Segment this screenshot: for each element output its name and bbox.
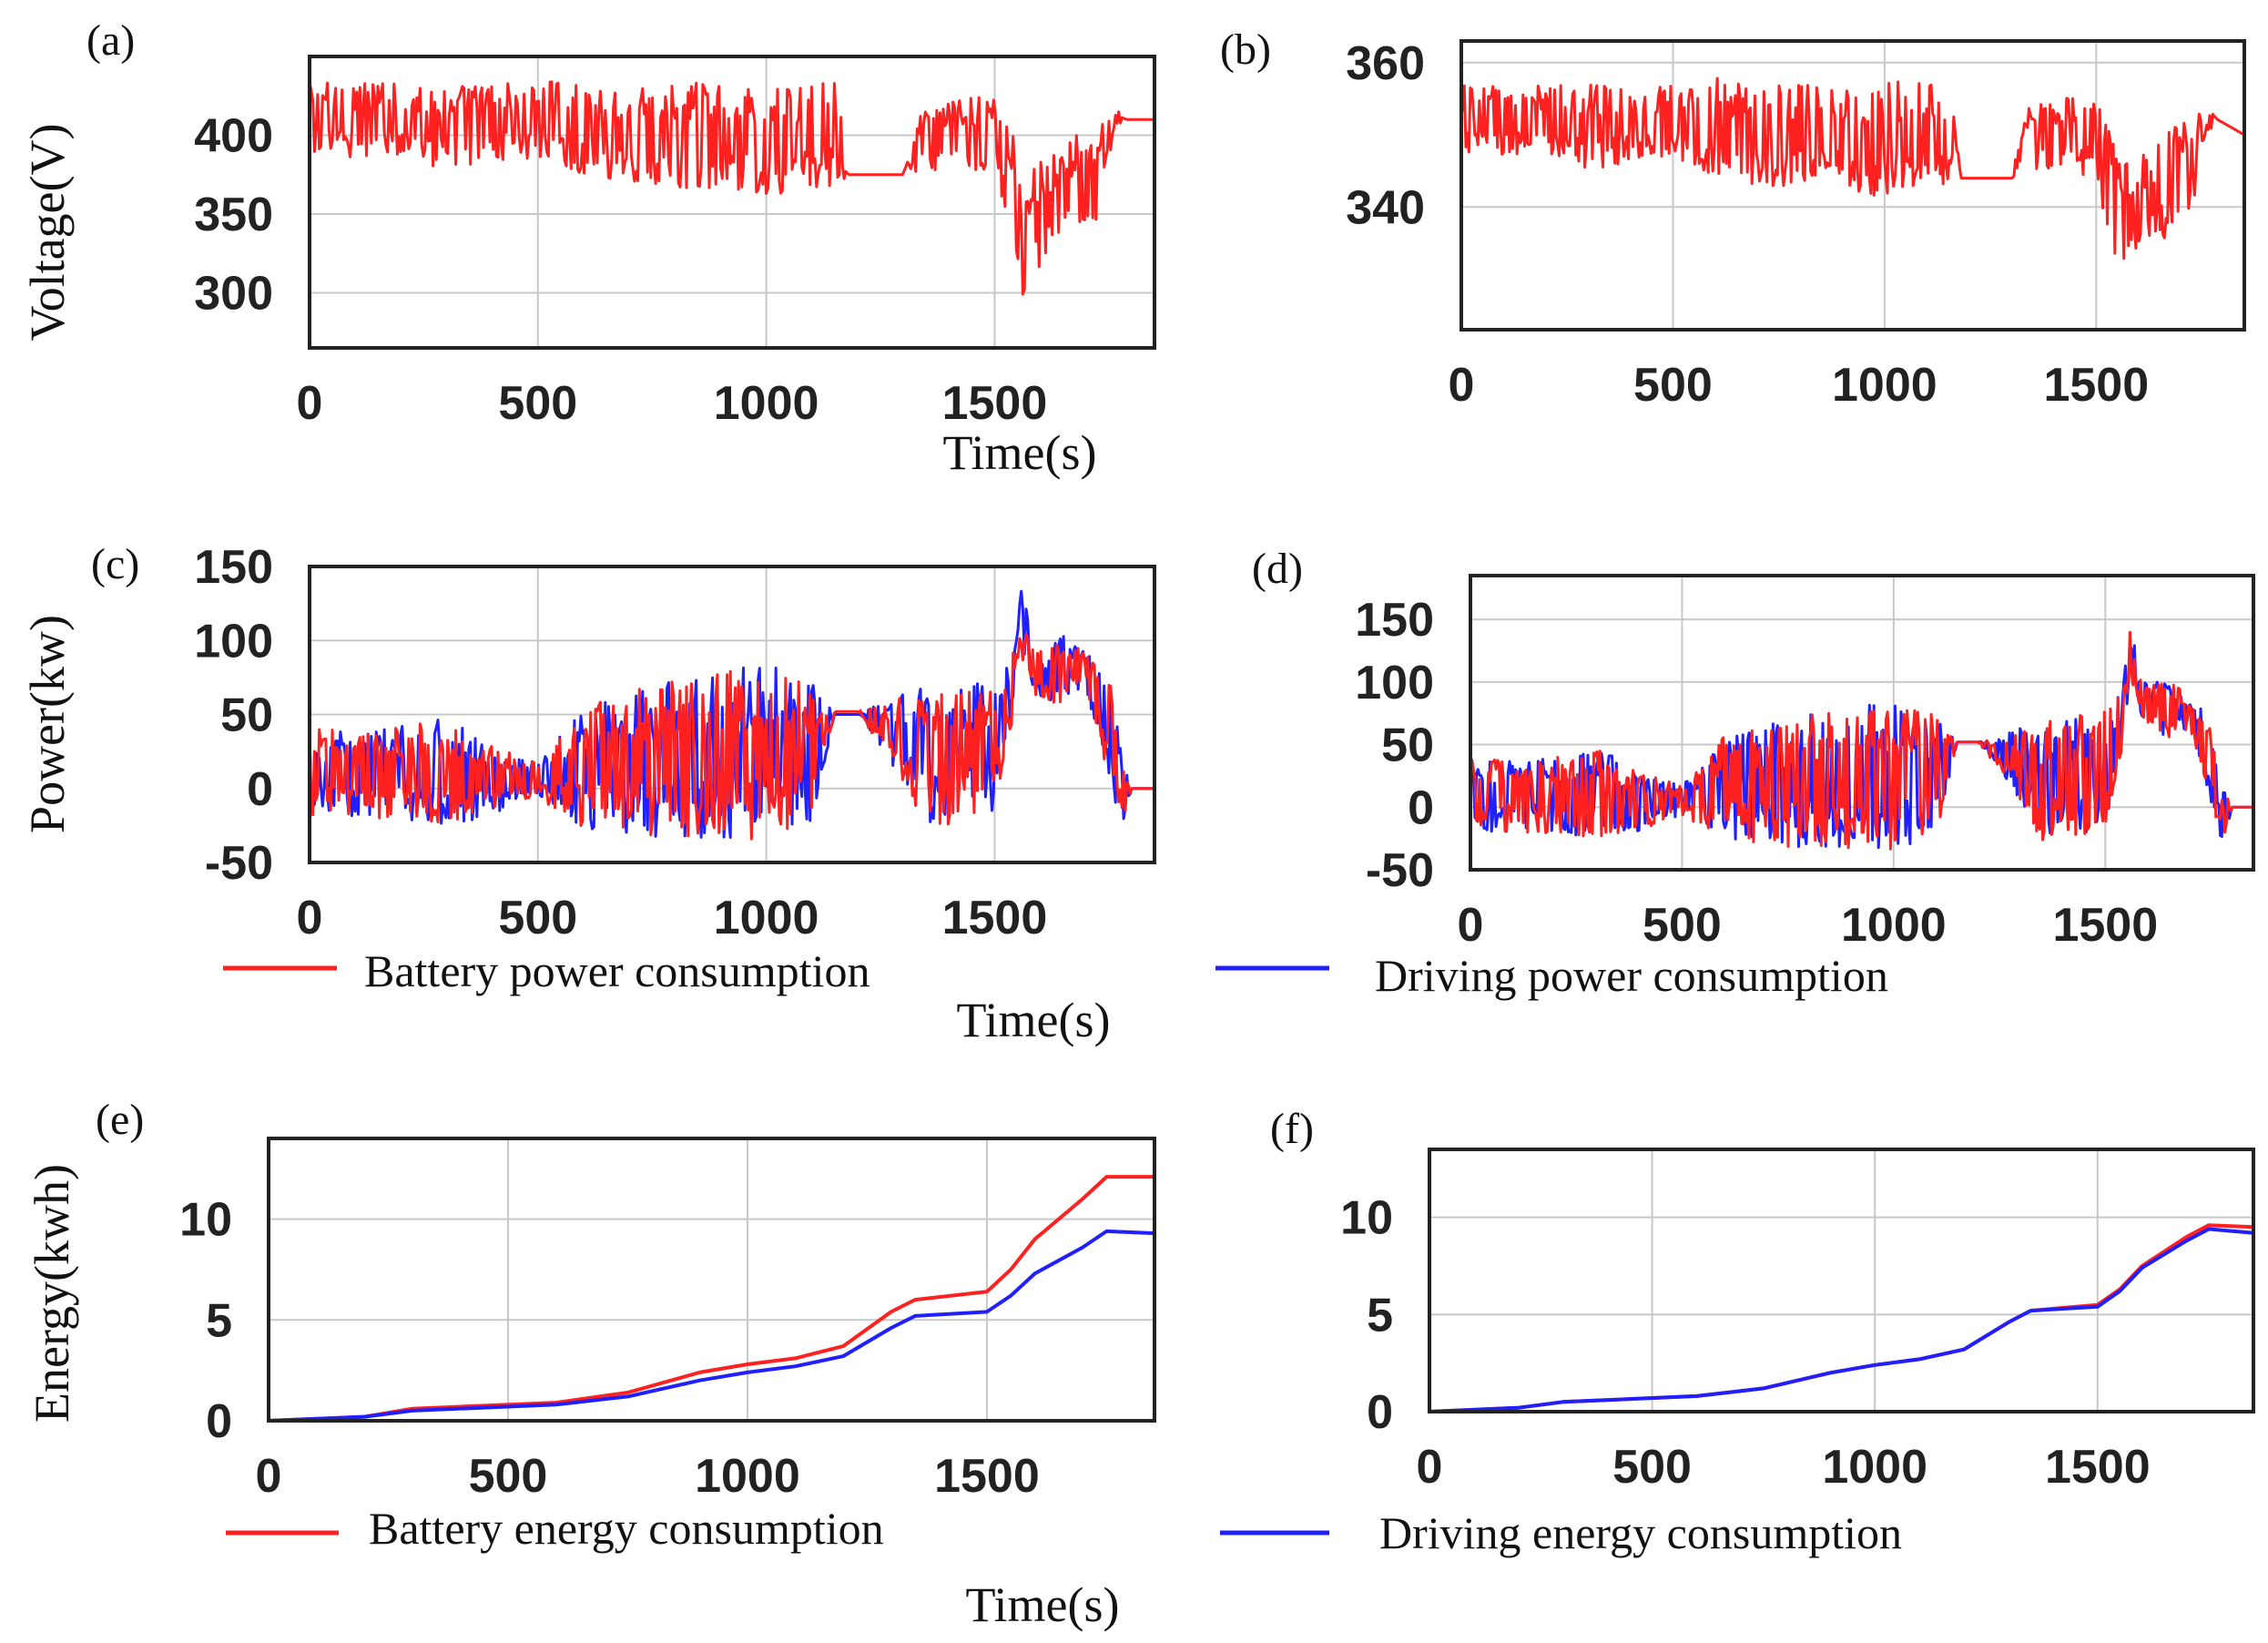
- x-tick-label: 500: [498, 377, 577, 430]
- y-tick-label: 0: [1367, 1386, 1393, 1439]
- x-tick-label: 1500: [942, 377, 1048, 430]
- panel-label-e: (e): [96, 1096, 144, 1144]
- legend-label-driving-energy: Driving energy consumption: [1379, 1507, 1902, 1558]
- x-tick-label: 1000: [1841, 899, 1947, 952]
- panel-label-b: (b): [1220, 26, 1271, 74]
- series-line-battery-energy-consumption: [268, 1175, 1154, 1423]
- y-tick-label: -50: [1366, 844, 1434, 897]
- panel-d: 0 500 1000 1500 -50 0 50 100 150: [1355, 574, 2255, 952]
- y-tick-label: 100: [1355, 657, 1434, 709]
- y-tick-label: 150: [194, 541, 273, 594]
- plot-frame: [267, 1137, 1156, 1423]
- y-tick-label: 300: [194, 267, 273, 320]
- plot-frame: [1459, 39, 2246, 332]
- x-tick-label: 1500: [942, 892, 1048, 944]
- xlabel-e: Time(s): [965, 1577, 1119, 1632]
- series-line-battery-power-consumption: [1469, 630, 2253, 851]
- x-tick-label: 1500: [2043, 359, 2149, 412]
- panel-a: 0 500 1000 1500 300 350 400: [194, 55, 1156, 430]
- ylabel-e: Energy(kwh): [25, 1164, 79, 1423]
- series-line-battery-energy-consumption: [1429, 1223, 2254, 1413]
- legend-label-driving-power: Driving power consumption: [1375, 950, 1888, 1001]
- x-tick-label: 500: [1612, 1441, 1692, 1494]
- series-line-driving-energy-consumption: [268, 1229, 1155, 1423]
- panel-b: 0 500 1000 1500 340 360: [1346, 37, 2246, 412]
- y-tick-label: 0: [247, 763, 273, 816]
- plot-frame: [308, 55, 1156, 350]
- xlabel-c: Time(s): [956, 993, 1110, 1047]
- y-tick-label: 340: [1346, 181, 1425, 234]
- y-tick-label: 50: [1381, 719, 1434, 772]
- x-tick-label: 0: [1458, 899, 1484, 952]
- y-tick-label: 100: [194, 615, 273, 668]
- panel-e: 0 500 1000 1500 0 5 10: [179, 1137, 1156, 1503]
- x-tick-label: 1000: [714, 377, 819, 430]
- legend-power: Battery power consumption Driving power …: [223, 945, 1888, 1001]
- series-line-voltage: [308, 80, 1154, 296]
- series-line-driving-energy-consumption: [1429, 1227, 2254, 1413]
- y-tick-label: 5: [1367, 1289, 1393, 1342]
- y-tick-label: 5: [206, 1294, 232, 1347]
- panel-f: 0 500 1000 1500 0 5 10: [1340, 1148, 2255, 1494]
- x-tick-label: 1500: [2052, 899, 2158, 952]
- y-tick-label: 10: [179, 1194, 232, 1247]
- xlabel-a: Time(s): [942, 425, 1096, 480]
- y-tick-label: 0: [1408, 781, 1434, 834]
- x-tick-label: 1000: [695, 1450, 800, 1503]
- y-tick-label: 400: [194, 109, 273, 162]
- panel-label-c: (c): [91, 540, 139, 588]
- x-tick-label: 1000: [1822, 1441, 1927, 1494]
- plot-frame: [1469, 574, 2255, 872]
- x-tick-label: 1500: [2045, 1441, 2151, 1494]
- panel-c: 0 500 1000 1500 -50 0 50 100 150: [194, 541, 1156, 944]
- x-tick-label: 0: [297, 892, 323, 944]
- x-tick-label: 0: [1417, 1441, 1443, 1494]
- legend-label-battery-power: Battery power consumption: [364, 945, 870, 996]
- ylabel-c: Power(kw): [20, 615, 75, 833]
- x-tick-label: 0: [1449, 359, 1475, 412]
- legend-label-battery-energy: Battery energy consumption: [369, 1503, 884, 1554]
- y-tick-label: 150: [1355, 594, 1434, 647]
- y-tick-label: 350: [194, 189, 273, 241]
- x-tick-label: 500: [498, 892, 577, 944]
- x-tick-label: 1000: [1832, 359, 1937, 412]
- x-tick-label: 500: [1633, 359, 1713, 412]
- panel-label-f: (f): [1270, 1105, 1314, 1153]
- y-tick-label: -50: [205, 837, 273, 890]
- series-line-battery-power-consumption: [308, 633, 1154, 841]
- plot-frame: [308, 565, 1156, 864]
- panel-label-d: (d): [1252, 545, 1303, 593]
- y-tick-label: 360: [1346, 37, 1425, 90]
- legend-energy: Battery energy consumption Driving energ…: [226, 1503, 1902, 1558]
- x-tick-label: 500: [469, 1450, 548, 1503]
- panel-label-a: (a): [86, 16, 135, 65]
- y-tick-label: 0: [206, 1395, 232, 1448]
- x-tick-label: 0: [256, 1450, 282, 1503]
- plot-frame: [1428, 1148, 2255, 1413]
- series-line-voltage: [1459, 77, 2245, 260]
- x-tick-label: 1500: [934, 1450, 1040, 1503]
- ylabel-a: Voltage(V): [20, 124, 75, 342]
- x-tick-label: 1000: [714, 892, 819, 944]
- x-tick-label: 0: [297, 377, 323, 430]
- y-tick-label: 50: [220, 689, 273, 742]
- y-tick-label: 10: [1340, 1192, 1393, 1245]
- x-tick-label: 500: [1643, 899, 1722, 952]
